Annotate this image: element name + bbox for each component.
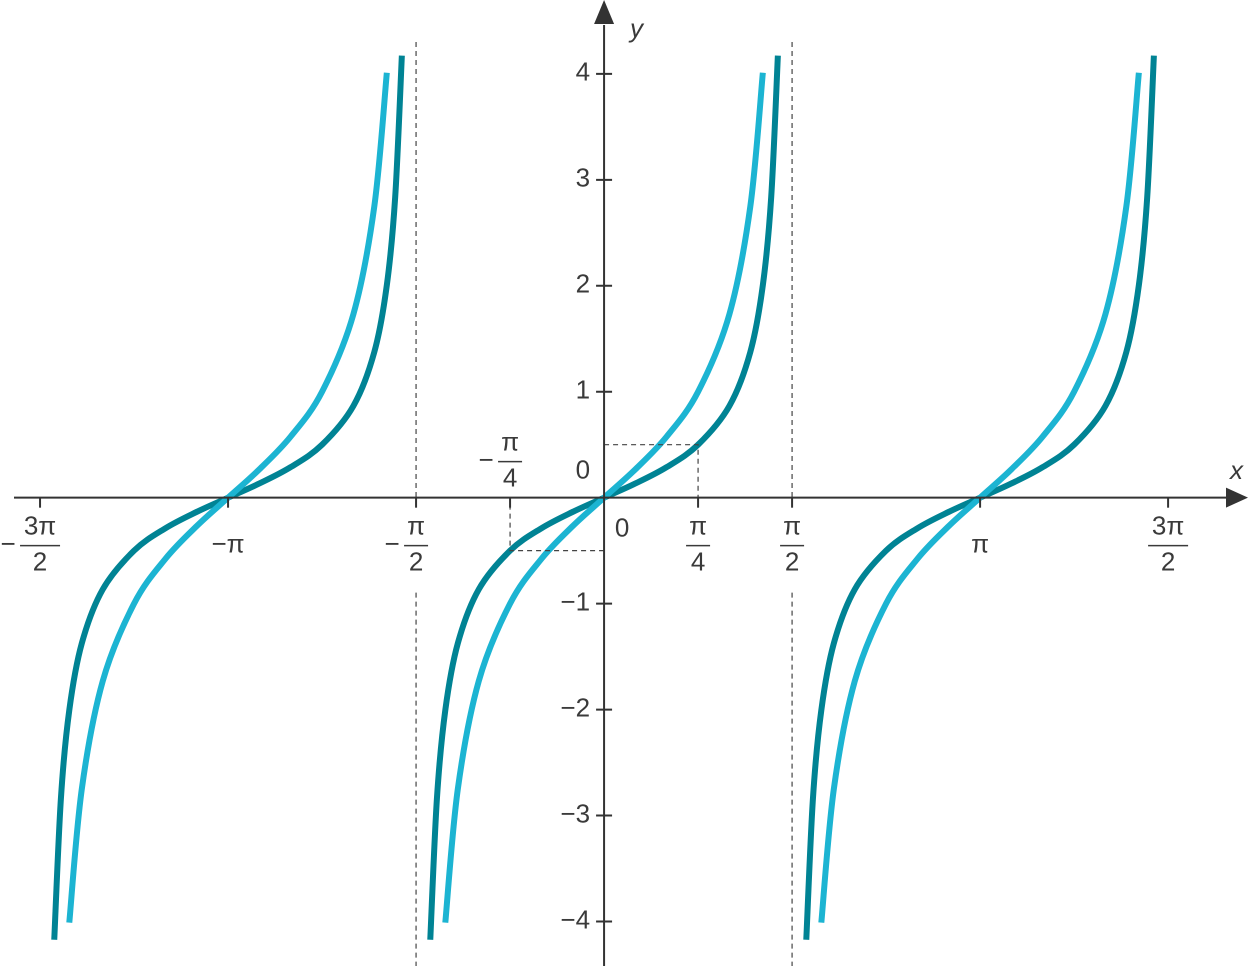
y-tick-label: −1 (560, 587, 590, 617)
x-arrow (1226, 487, 1248, 508)
y-tick-label: −4 (560, 904, 590, 934)
x-tick-label: 0 (615, 513, 629, 543)
y-tick-label: 1 (576, 375, 590, 405)
y-tick-label: −3 (560, 798, 590, 828)
x-tick-label: π (971, 529, 989, 559)
y-tick-label: 2 (576, 269, 590, 299)
guide-line (604, 444, 699, 498)
y-tick-label: 4 (576, 57, 590, 87)
x-tick-label: −π (211, 529, 244, 559)
y-arrow (594, 0, 615, 24)
x-axis-label: x (1228, 455, 1244, 485)
x-tick-label: 3π 2 (1152, 511, 1184, 577)
y-tick-label: −2 (560, 692, 590, 722)
x-tick-label: −π 2 (384, 511, 425, 577)
x-tick-label: −3π 2 (0, 511, 56, 577)
y-tick-label: 0 (576, 455, 590, 485)
x-tick-label: −π 4 (478, 427, 519, 493)
y-tick-label: 3 (576, 163, 590, 193)
y-axis-label: y (628, 13, 645, 43)
guide-line (509, 497, 605, 552)
